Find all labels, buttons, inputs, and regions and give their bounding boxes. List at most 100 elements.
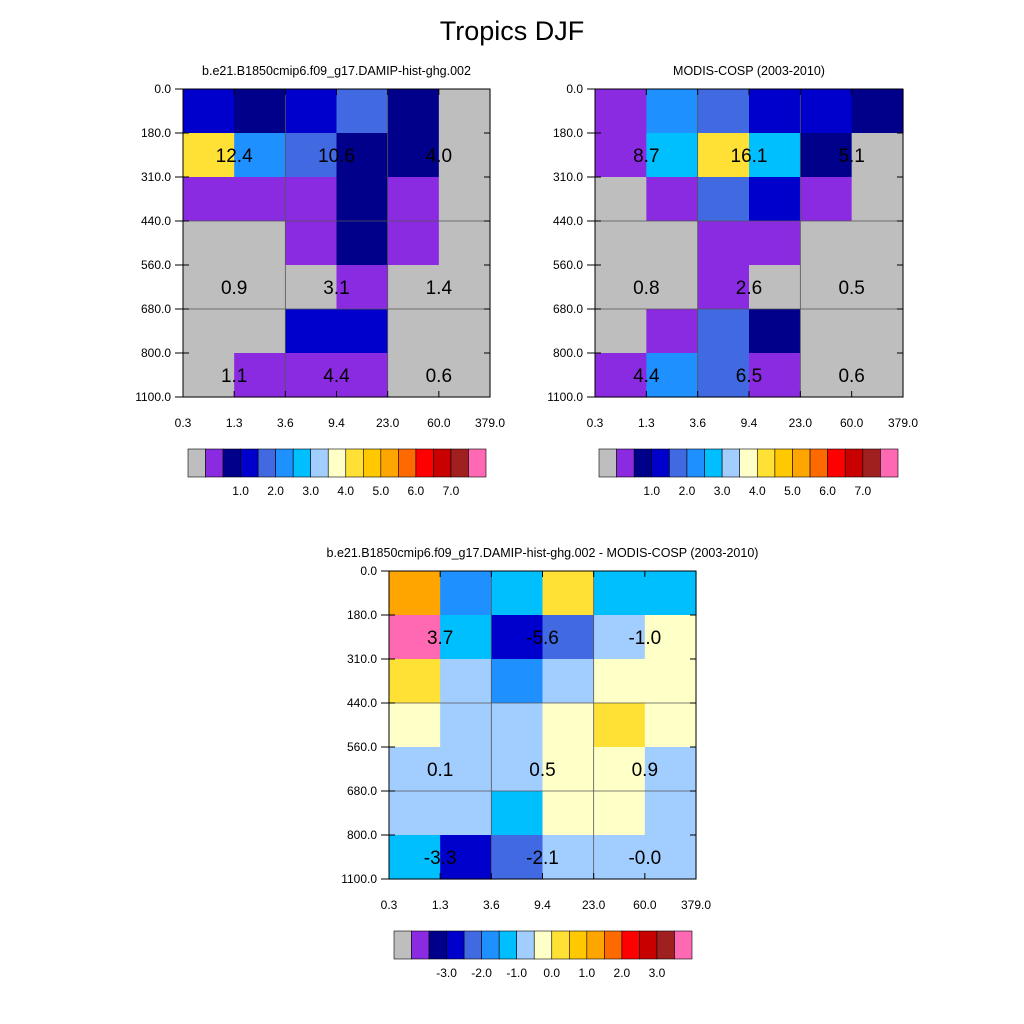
diff-colorbar-swatch-11	[586, 930, 605, 960]
obs-cell-r0-c5	[851, 89, 904, 134]
model-cell-r4-c2	[285, 265, 338, 310]
obs-ytick-label-0: 0.0	[566, 82, 583, 96]
diff-xtick-label-6: 379.0	[681, 898, 711, 912]
obs-cell-r5-c1	[646, 309, 699, 354]
diff-ytick-label-7: 1100.0	[341, 872, 377, 886]
diff-cell-r3-c0	[389, 703, 441, 748]
diff-cell-r1-c1	[440, 615, 492, 660]
obs-cell-r4-c3	[749, 265, 801, 310]
model-cell-r3-c4	[387, 221, 440, 266]
diff-cell-r2-c4	[593, 659, 646, 704]
model-cell-r6-c1	[234, 353, 286, 398]
model-xtick-label-5: 60.0	[427, 416, 451, 430]
diff-cell-r3-c1	[440, 703, 492, 748]
model-colorbar-label-4: 5.0	[372, 484, 389, 498]
obs-colorbar-swatch-10	[774, 448, 793, 478]
diff-annotation-8: -0.0	[628, 848, 661, 869]
obs-cell-r1-c3	[749, 133, 801, 178]
obs-cell-r0-c3	[749, 89, 801, 134]
diff-ytick-label-4: 560.0	[347, 740, 377, 754]
model-cell-r5-c5	[438, 309, 491, 354]
model-ytick-label-0: 0.0	[154, 82, 171, 96]
obs-cell-r0-c2	[697, 89, 750, 134]
diff-title: b.e21.B1850cmip6.f09_g17.DAMIP-hist-ghg.…	[327, 546, 759, 560]
obs-cell-r5-c5	[851, 309, 904, 354]
obs-colorbar-label-3: 4.0	[749, 484, 766, 498]
model-colorbar-label-1: 2.0	[267, 484, 284, 498]
model-colorbar-swatch-10	[362, 448, 382, 478]
model-ytick-label-5: 680.0	[141, 302, 171, 316]
obs-xtick-label-0: 0.3	[587, 416, 604, 430]
model-cell-r6-c5	[438, 353, 491, 398]
diff-cell-r3-c2	[491, 703, 544, 748]
model-colorbar-swatch-6	[292, 448, 312, 478]
diff-cell-r5-c2	[491, 791, 544, 836]
obs-colorbar-swatch-0	[598, 448, 617, 478]
obs-cell-r5-c2	[697, 309, 750, 354]
page-title: Tropics DJF	[439, 16, 585, 46]
model-ytick-label-2: 310.0	[141, 170, 171, 184]
obs-annotation-4: 2.6	[736, 278, 762, 299]
model-cell-r6-c4	[387, 353, 440, 398]
diff-cell-r4-c0	[389, 747, 441, 792]
obs-cell-r6-c5	[851, 353, 904, 398]
diff-cell-r0-c2	[491, 571, 544, 616]
model-cell-r4-c4	[387, 265, 440, 310]
model-colorbar-swatch-4	[257, 448, 276, 478]
obs-cell-r5-c4	[800, 309, 853, 354]
diff-cell-r4-c1	[440, 747, 492, 792]
obs-ytick-label-3: 440.0	[553, 214, 583, 228]
obs-colorbar-label-1: 2.0	[679, 484, 696, 498]
model-xtick-label-4: 23.0	[376, 416, 400, 430]
diff-cell-r0-c3	[542, 571, 595, 616]
obs-cell-r2-c5	[851, 177, 904, 222]
model-cell-r3-c2	[285, 221, 338, 266]
model-cell-r2-c1	[234, 177, 286, 222]
diff-cell-r5-c4	[593, 791, 646, 836]
model-annotation-8: 0.6	[426, 366, 452, 387]
model-cell-r2-c3	[336, 177, 389, 222]
diff-cell-r5-c5	[644, 791, 697, 836]
model-cell-r1-c1	[234, 133, 286, 178]
obs-cell-r2-c3	[749, 177, 801, 222]
diff-cell-r4-c2	[491, 747, 544, 792]
obs-colorbar-swatch-4	[669, 448, 688, 478]
obs-ytick-label-1: 180.0	[553, 126, 583, 140]
diff-cell-r2-c1	[440, 659, 492, 704]
obs-cell-r6-c1	[646, 353, 699, 398]
obs-cell-r4-c0	[595, 265, 647, 310]
diff-cell-r6-c4	[593, 835, 646, 880]
obs-cell-r2-c1	[646, 177, 699, 222]
diff-xtick-label-4: 23.0	[582, 898, 606, 912]
diff-colorbar-swatch-12	[604, 930, 623, 960]
diff-cell-r6-c3	[542, 835, 595, 880]
obs-cell-r2-c2	[697, 177, 750, 222]
model-annotation-5: 1.4	[426, 278, 453, 299]
obs-cell-r3-c5	[851, 221, 904, 266]
diff-cell-r1-c3	[542, 615, 595, 660]
diff-cell-r6-c2	[491, 835, 544, 880]
model-cell-r5-c2	[285, 309, 338, 354]
obs-cell-r0-c0	[595, 89, 647, 134]
diff-cell-r2-c5	[644, 659, 697, 704]
diff-cell-r5-c3	[542, 791, 595, 836]
model-cell-r2-c5	[438, 177, 491, 222]
diff-colorbar-label-6: 3.0	[649, 966, 666, 980]
diff-annotation-5: 0.9	[632, 760, 658, 781]
model-colorbar-swatch-7	[310, 448, 329, 478]
obs-cell-r2-c4	[800, 177, 853, 222]
model-cell-r3-c5	[438, 221, 491, 266]
model-colorbar-swatch-8	[327, 448, 347, 478]
diff-ytick-label-3: 440.0	[347, 696, 377, 710]
diff-cell-r4-c5	[644, 747, 697, 792]
obs-cell-r3-c0	[595, 221, 647, 266]
model-cell-r6-c3	[336, 353, 389, 398]
diff-cell-r6-c0	[389, 835, 441, 880]
model-colorbar-swatch-5	[275, 448, 294, 478]
model-colorbar-swatch-13	[415, 448, 434, 478]
model-cell-r6-c0	[183, 353, 235, 398]
diff-colorbar-swatch-7	[516, 930, 535, 960]
model-cell-r4-c5	[438, 265, 491, 310]
diff-cell-r6-c5	[644, 835, 697, 880]
